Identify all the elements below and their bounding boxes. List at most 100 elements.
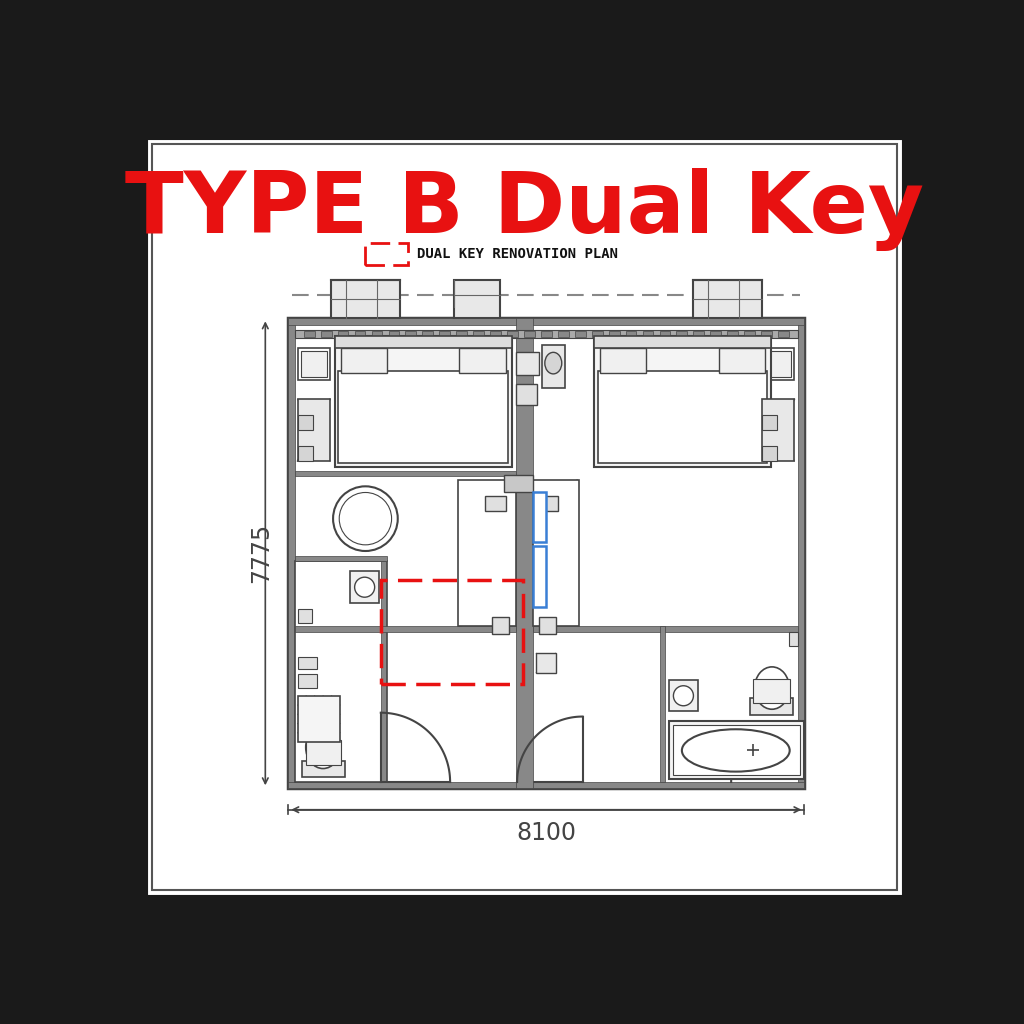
Bar bbox=[484, 496, 506, 511]
Bar bbox=[762, 399, 795, 461]
Bar bbox=[778, 331, 788, 337]
Bar bbox=[301, 351, 327, 377]
Bar bbox=[532, 627, 798, 632]
Bar bbox=[673, 725, 800, 775]
Text: TYPE B Dual Key: TYPE B Dual Key bbox=[125, 168, 925, 251]
Bar bbox=[298, 674, 316, 688]
Circle shape bbox=[674, 686, 693, 706]
Bar bbox=[608, 331, 620, 337]
Bar bbox=[744, 331, 755, 337]
Ellipse shape bbox=[682, 729, 790, 772]
Bar bbox=[493, 617, 509, 634]
Bar bbox=[298, 445, 313, 461]
Bar bbox=[600, 348, 646, 373]
Circle shape bbox=[339, 493, 391, 545]
Bar bbox=[339, 371, 508, 463]
Bar bbox=[659, 331, 671, 337]
Bar bbox=[473, 331, 484, 337]
Bar bbox=[542, 345, 565, 388]
Bar bbox=[539, 617, 556, 634]
Bar bbox=[669, 680, 698, 711]
Bar bbox=[558, 331, 568, 337]
Bar bbox=[295, 471, 515, 476]
Circle shape bbox=[354, 578, 375, 597]
Bar bbox=[788, 632, 798, 646]
Ellipse shape bbox=[755, 667, 790, 710]
Bar bbox=[574, 331, 586, 337]
Bar bbox=[381, 581, 523, 684]
Bar bbox=[515, 351, 539, 375]
Bar bbox=[388, 331, 399, 337]
Bar bbox=[298, 348, 330, 380]
Bar bbox=[298, 608, 311, 623]
Bar bbox=[306, 740, 341, 765]
Bar bbox=[289, 782, 804, 788]
Bar bbox=[289, 318, 295, 788]
Bar bbox=[295, 627, 515, 632]
Bar bbox=[354, 331, 366, 337]
Bar bbox=[298, 695, 340, 742]
Bar bbox=[693, 331, 705, 337]
Bar bbox=[504, 475, 532, 492]
Bar bbox=[298, 399, 330, 461]
Bar bbox=[295, 556, 387, 561]
Bar bbox=[692, 280, 762, 318]
Bar bbox=[289, 318, 804, 325]
Bar bbox=[537, 653, 556, 673]
Bar bbox=[341, 348, 387, 373]
Bar bbox=[321, 331, 332, 337]
Ellipse shape bbox=[306, 726, 340, 769]
Bar bbox=[298, 657, 316, 669]
Bar bbox=[381, 561, 386, 782]
Bar bbox=[295, 330, 798, 338]
Bar bbox=[762, 445, 777, 461]
Bar bbox=[372, 331, 382, 337]
Bar bbox=[659, 627, 665, 782]
Circle shape bbox=[333, 486, 397, 551]
Bar bbox=[541, 331, 552, 337]
Text: DUAL KEY RENOVATION PLAN: DUAL KEY RENOVATION PLAN bbox=[417, 247, 618, 261]
Bar bbox=[457, 331, 467, 337]
Bar bbox=[532, 480, 579, 627]
Bar bbox=[460, 348, 506, 373]
Bar bbox=[331, 280, 400, 318]
Bar bbox=[406, 331, 416, 337]
Bar bbox=[594, 336, 771, 348]
Bar bbox=[761, 331, 772, 337]
Bar bbox=[592, 331, 602, 337]
Bar bbox=[454, 280, 500, 318]
Bar bbox=[643, 331, 653, 337]
Bar bbox=[594, 336, 771, 467]
Bar bbox=[350, 571, 379, 603]
Bar bbox=[458, 480, 515, 627]
Bar bbox=[798, 318, 804, 788]
Bar bbox=[711, 331, 721, 337]
Bar bbox=[295, 561, 387, 782]
Bar bbox=[338, 331, 348, 337]
Bar bbox=[289, 318, 804, 788]
Bar bbox=[762, 348, 795, 380]
Text: 8100: 8100 bbox=[516, 820, 577, 845]
Bar bbox=[765, 351, 792, 377]
Text: 7775: 7775 bbox=[249, 523, 272, 584]
Bar bbox=[335, 336, 512, 467]
Bar bbox=[302, 761, 345, 776]
Bar bbox=[751, 698, 793, 715]
Bar bbox=[598, 371, 767, 463]
Bar bbox=[727, 331, 738, 337]
Bar bbox=[366, 243, 408, 264]
Bar bbox=[304, 331, 314, 337]
Bar bbox=[439, 331, 451, 337]
Bar bbox=[532, 546, 547, 607]
Bar bbox=[335, 336, 512, 348]
Bar bbox=[422, 331, 433, 337]
Ellipse shape bbox=[545, 352, 562, 374]
Bar bbox=[762, 415, 777, 430]
Bar bbox=[626, 331, 637, 337]
Bar bbox=[532, 492, 547, 542]
Bar bbox=[537, 496, 558, 511]
Bar bbox=[490, 331, 501, 337]
Bar bbox=[515, 384, 538, 406]
Bar bbox=[515, 318, 532, 788]
Bar bbox=[507, 331, 518, 337]
